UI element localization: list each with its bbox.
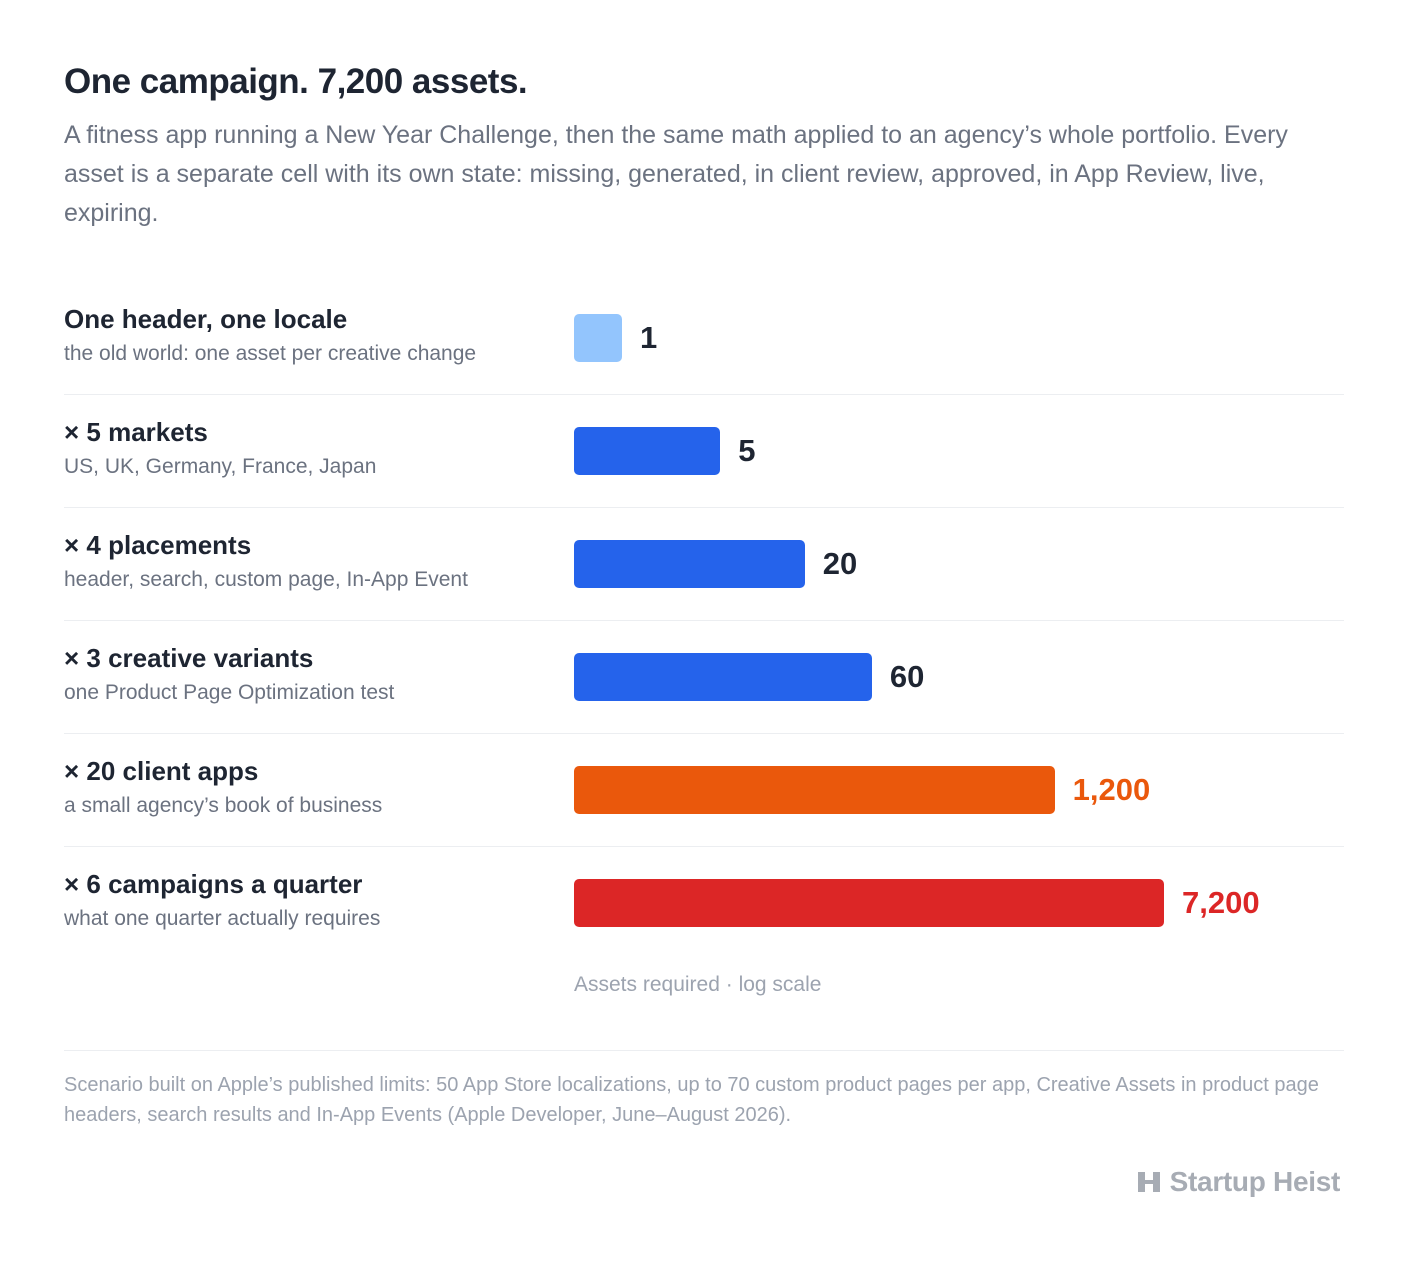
row-label: × 3 creative variants (64, 643, 314, 673)
brand-name: Startup Heist (1169, 1166, 1341, 1197)
row-label: × 6 campaigns a quarter (64, 869, 363, 899)
chart-row: One header, one locale the old world: one… (64, 282, 1344, 395)
row-description: a small agency’s book of business (64, 794, 383, 817)
chart-row: × 6 campaigns a quarter what one quarter … (64, 847, 1344, 959)
bar-value-label: 20 (822, 546, 858, 581)
chart-row: × 5 markets US, UK, Germany, France, Japa… (64, 395, 1344, 508)
bar (574, 653, 872, 701)
chart-title: One campaign. 7,200 assets. (64, 62, 528, 101)
chart-subtitle: A fitness app running a New Year Challen… (64, 121, 1288, 227)
chart-row: × 3 creative variants one Product Page Op… (64, 621, 1344, 734)
bar-value-label: 1,200 (1072, 772, 1151, 807)
divider (64, 1050, 1344, 1051)
bar-value-label: 1 (640, 320, 658, 355)
axis-caption: Assets required · log scale (574, 973, 822, 996)
bar (574, 766, 1055, 814)
bar-chart: One header, one locale the old world: one… (64, 282, 1344, 959)
brand-logo: Startup Heist (1136, 1166, 1340, 1198)
chart-row: × 20 client apps a small agency’s book of… (64, 734, 1344, 847)
bar-value-label: 7,200 (1182, 885, 1260, 920)
row-label: × 20 client apps (64, 756, 259, 786)
row-label: × 5 markets (64, 417, 208, 447)
chart-row: × 4 placements header, search, custom pag… (64, 508, 1344, 621)
row-label: × 4 placements (64, 530, 252, 560)
bar (574, 314, 622, 362)
bar (574, 540, 805, 588)
row-description: the old world: one asset per creative ch… (64, 342, 477, 365)
building-icon (1137, 1172, 1160, 1192)
row-description: one Product Page Optimization test (64, 681, 395, 704)
row-label: One header, one locale (64, 304, 348, 334)
bar (574, 427, 721, 475)
bar-value-label: 60 (889, 659, 925, 694)
bar-value-label: 5 (738, 433, 756, 468)
footnote: Scenario built on Apple’s published limi… (64, 1074, 1319, 1126)
row-description: US, UK, Germany, France, Japan (64, 455, 377, 478)
bar (574, 879, 1164, 927)
row-description: what one quarter actually requires (64, 907, 381, 930)
row-description: header, search, custom page, In-App Even… (64, 568, 468, 591)
